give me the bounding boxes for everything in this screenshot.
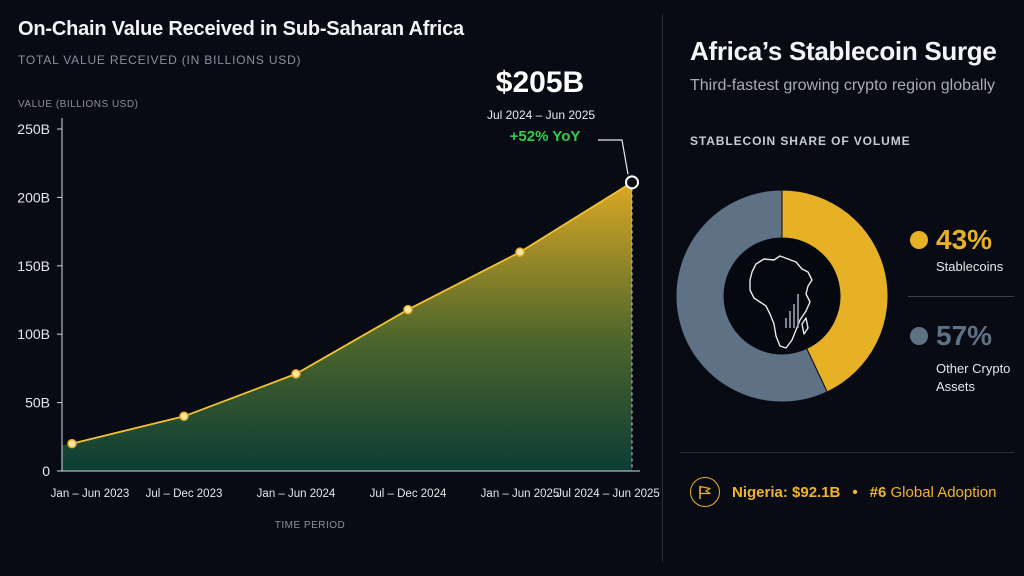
legend-divider xyxy=(908,296,1014,297)
legend-pct-stablecoins: 43% xyxy=(936,224,993,255)
x-tick-label: Jul – Dec 2024 xyxy=(370,488,447,500)
x-tick-label: Jan – Jun 2025 xyxy=(481,488,560,500)
nigeria-stat: Nigeria: $92.1B • #6 Global Adoption xyxy=(690,476,996,508)
legend-dot-other xyxy=(910,327,928,345)
data-point xyxy=(291,369,301,379)
donut-chart xyxy=(675,189,889,403)
chart-title: On-Chain Value Received in Sub-Saharan A… xyxy=(18,18,464,40)
series-line xyxy=(71,181,633,445)
legend-dot-stablecoins xyxy=(910,231,928,249)
legend-label-other: Other Crypto Assets xyxy=(936,361,1011,394)
panel-subtitle: Third-fastest growing crypto region glob… xyxy=(690,77,996,94)
panel-divider xyxy=(662,14,663,562)
y-tick-label: 50B xyxy=(25,395,50,411)
nigeria-rank: #6 xyxy=(869,483,887,501)
donut-hole xyxy=(724,238,840,354)
x-tick-label: Jul 2024 – Jun 2025 xyxy=(556,488,660,500)
legend-item-stablecoins: 43% xyxy=(910,224,992,256)
legend-label-stablecoins: Stablecoins xyxy=(936,259,1004,274)
data-point xyxy=(179,411,189,422)
data-point xyxy=(515,247,525,257)
y-axis-label: VALUE (BILLIONS USD) xyxy=(18,99,138,110)
y-tick-label: 100B xyxy=(17,326,50,342)
callout-period: Jul 2024 – Jun 2025 xyxy=(486,108,596,122)
x-axis-label: TIME PERIOD xyxy=(275,520,346,531)
bottom-divider xyxy=(680,452,1014,453)
x-tick-label: Jan – Jun 2023 xyxy=(51,488,130,500)
data-point xyxy=(67,438,77,449)
y-tick-label: 200B xyxy=(17,189,50,205)
callout-value: $205B xyxy=(495,66,585,99)
data-point xyxy=(403,304,413,315)
callout-growth: +52% YoY xyxy=(509,128,581,145)
x-tick-label: Jul – Dec 2023 xyxy=(146,488,223,500)
panel-title: Africa’s Stablecoin Surge xyxy=(690,36,997,66)
donut-slice-other xyxy=(675,189,828,403)
separator-dot: • xyxy=(852,483,858,501)
legend-item-other: 57% xyxy=(910,320,992,352)
y-tick-label: 150B xyxy=(17,258,50,274)
data-point xyxy=(625,175,639,190)
area-fill xyxy=(62,182,632,471)
donut-heading: STABLECOIN SHARE OF VOLUME xyxy=(690,134,911,148)
nigeria-rank-label: Global Adoption xyxy=(890,483,997,501)
y-tick-label: 0 xyxy=(42,463,50,479)
x-tick-label: Jan – Jun 2024 xyxy=(257,488,336,500)
y-tick-label: 250B xyxy=(17,121,50,137)
bar-chart-icon xyxy=(785,294,799,328)
legend-pct-other: 57% xyxy=(936,320,993,351)
callout-leader xyxy=(598,139,629,175)
chart-subtitle: TOTAL VALUE RECEIVED (IN BILLIONS USD) xyxy=(18,53,302,67)
nigeria-value: Nigeria: $92.1B xyxy=(732,483,841,501)
flag-icon xyxy=(690,477,720,507)
